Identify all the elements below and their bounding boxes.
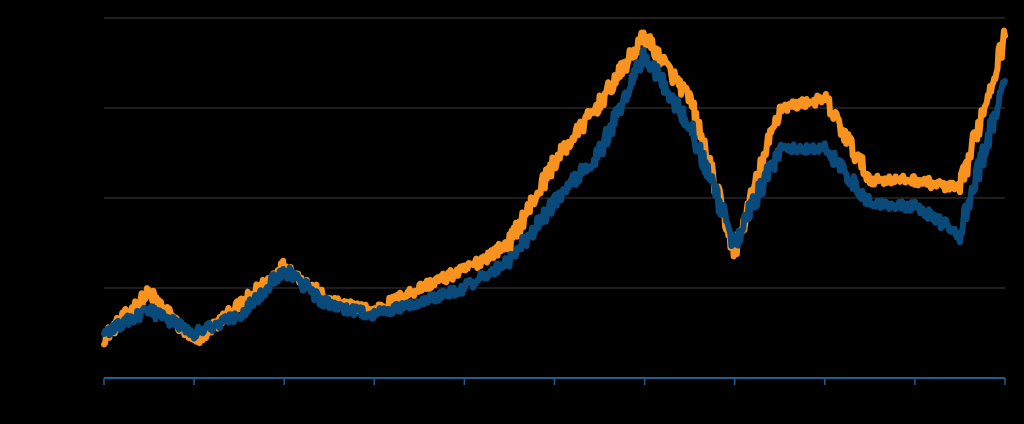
grid-lines: [104, 17, 1005, 289]
x-axis: [103, 377, 1006, 385]
series-line-1: [101, 27, 1008, 348]
series-line-2: [101, 46, 1008, 342]
series-lines: [101, 27, 1008, 348]
